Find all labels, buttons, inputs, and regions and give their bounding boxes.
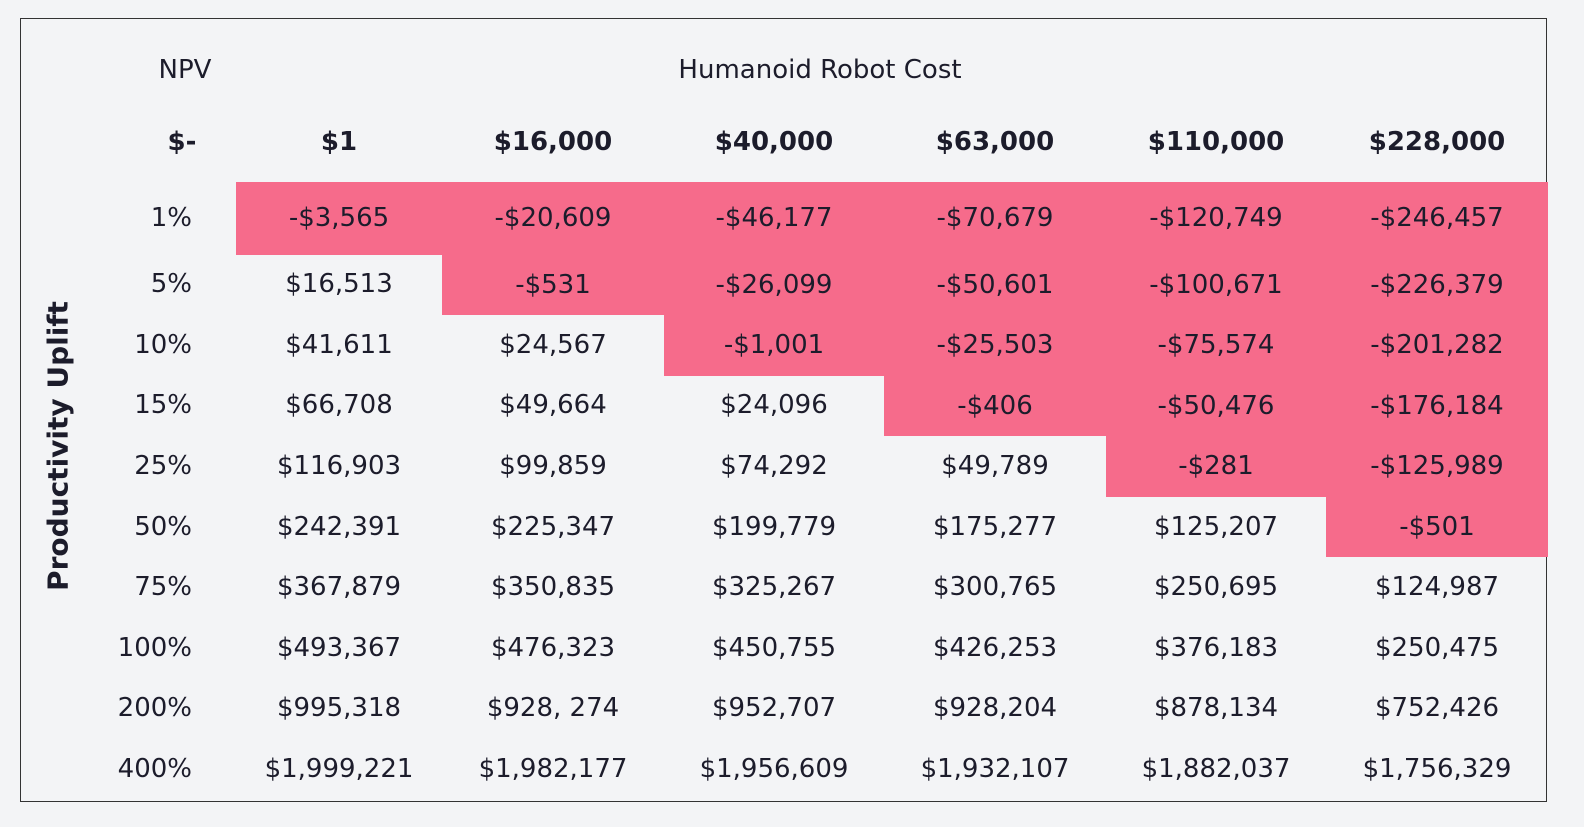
- table-cell: -$246,457: [1326, 182, 1548, 255]
- table-cell: -$25,503: [884, 314, 1106, 376]
- row-label: 200%: [117, 693, 192, 724]
- row-label: 100%: [117, 632, 192, 663]
- table-cell: $24,096: [720, 390, 828, 421]
- table-cell: $300,765: [932, 572, 1058, 603]
- table-cell: $1,956,609: [699, 754, 849, 785]
- table-cell: $952,707: [711, 693, 837, 724]
- table-cell: $225,347: [490, 511, 616, 542]
- table-cell: $1,932,107: [920, 754, 1070, 785]
- table-cell: -$70,679: [884, 182, 1106, 255]
- table-cell: $1,882,037: [1141, 754, 1291, 785]
- row-label: 75%: [134, 572, 192, 603]
- header-cell: $1: [320, 127, 358, 157]
- table-cell: $1,756,329: [1362, 754, 1512, 785]
- table-cell: -$1,001: [664, 314, 884, 376]
- table-cell: $450,755: [711, 632, 837, 663]
- row-label: 10%: [134, 329, 192, 360]
- table-cell: -$75,574: [1106, 314, 1326, 376]
- table-cell: $49,664: [499, 390, 607, 421]
- table-cell: $476,323: [490, 632, 616, 663]
- table-cell: $367,879: [276, 572, 402, 603]
- row-label: 1%: [150, 203, 192, 233]
- table-cell: $1,982,177: [478, 754, 628, 785]
- table-cell: $325,267: [711, 572, 837, 603]
- table-cell: -$50,476: [1106, 375, 1326, 437]
- header-cell: $63,000: [935, 127, 1055, 157]
- table-cell: $99,859: [499, 451, 607, 482]
- table-cell: $250,695: [1153, 572, 1279, 603]
- table-cell: $16,513: [285, 269, 393, 300]
- table-cell: $250,475: [1374, 632, 1500, 663]
- row-label: 50%: [134, 511, 192, 542]
- header-cell: $-: [167, 127, 197, 157]
- table-cell: $493,367: [276, 632, 402, 663]
- table-cell: $125,207: [1153, 511, 1279, 542]
- header-cell: $16,000: [493, 127, 613, 157]
- row-label: 5%: [150, 269, 192, 300]
- table-cell: $752,426: [1374, 693, 1500, 724]
- table-cell: -$201,282: [1326, 314, 1548, 376]
- table-cell: -$501: [1326, 496, 1548, 558]
- table-cell: $175,277: [932, 511, 1058, 542]
- table-cell: $1,999,221: [264, 754, 414, 785]
- table-cell: -$176,184: [1326, 375, 1548, 437]
- table-cell: $376,183: [1153, 632, 1279, 663]
- header-cell: $40,000: [714, 127, 834, 157]
- table-cell: $74,292: [720, 451, 828, 482]
- table-cell: $24,567: [499, 329, 607, 360]
- corner-label: NPV: [158, 55, 212, 85]
- table-cell: -$3,565: [236, 182, 442, 255]
- table-cell: -$406: [884, 375, 1106, 437]
- row-label: 400%: [117, 754, 192, 785]
- table-cell: $116,903: [276, 451, 402, 482]
- table-cell: $199,779: [711, 511, 837, 542]
- column-title: Humanoid Robot Cost: [678, 55, 962, 85]
- table-cell: -$26,099: [664, 254, 884, 316]
- table-cell: $350,835: [490, 572, 616, 603]
- table-cell: $49,789: [941, 451, 1049, 482]
- table-cell: $878,134: [1153, 693, 1279, 724]
- table-cell: $928,204: [932, 693, 1058, 724]
- table-cell: $41,611: [285, 329, 393, 360]
- table-cell: $928, 274: [486, 693, 620, 724]
- table-cell: -$46,177: [664, 182, 884, 255]
- header-cell: $228,000: [1368, 127, 1506, 157]
- table-cell: -$100,671: [1106, 254, 1326, 316]
- row-title: Productivity Uplift: [41, 301, 75, 591]
- table-cell: $66,708: [285, 390, 393, 421]
- table-cell: -$50,601: [884, 254, 1106, 316]
- table-cell: -$531: [442, 254, 664, 316]
- header-cell: $110,000: [1147, 127, 1285, 157]
- table-cell: $426,253: [932, 632, 1058, 663]
- row-label: 25%: [134, 451, 192, 482]
- table-cell: $242,391: [276, 511, 402, 542]
- table-cell: -$125,989: [1326, 435, 1548, 497]
- table-cell: -$226,379: [1326, 254, 1548, 316]
- table-cell: $995,318: [276, 693, 402, 724]
- table-cell: -$120,749: [1106, 182, 1326, 255]
- table-cell: $124,987: [1374, 572, 1500, 603]
- table-cell: -$20,609: [442, 182, 664, 255]
- table-cell: -$281: [1106, 435, 1326, 497]
- row-label: 15%: [134, 390, 192, 421]
